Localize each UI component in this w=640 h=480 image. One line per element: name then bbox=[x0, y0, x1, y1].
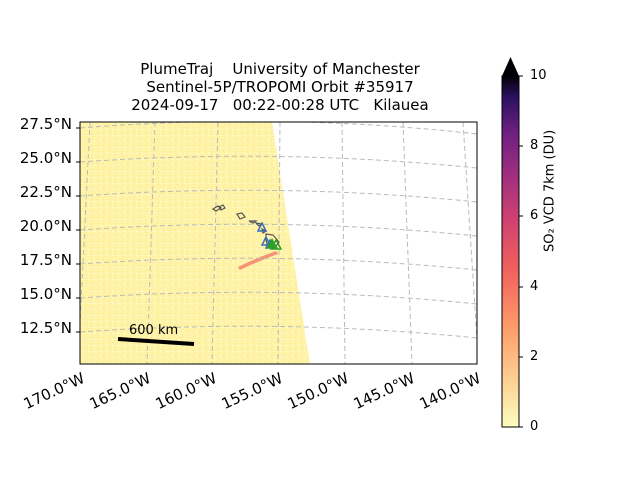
colorbar-label: SO₂ VCD 7km (DU) bbox=[542, 129, 558, 252]
colorbar-tick-label: 6 bbox=[530, 208, 539, 223]
lat-tick-label: 20.0°N bbox=[19, 217, 72, 235]
scale-bar-label: 600 km bbox=[129, 323, 179, 338]
lat-tick-label: 25.0°N bbox=[19, 149, 72, 167]
lat-tick-label: 12.5°N bbox=[19, 319, 72, 337]
colorbar bbox=[501, 75, 520, 428]
map-frame bbox=[79, 121, 478, 365]
colorbar-tick-label: 10 bbox=[530, 68, 547, 83]
vent-markers bbox=[256, 221, 283, 250]
lat-tick-label: 15.0°N bbox=[19, 285, 72, 303]
title-line-1: PlumeTraj University of Manchester bbox=[140, 60, 420, 78]
satellite-swath bbox=[80, 122, 310, 364]
lat-tick-label: 22.5°N bbox=[19, 183, 72, 201]
so2-plume bbox=[238, 251, 278, 270]
colorbar-tick-label: 4 bbox=[530, 279, 539, 294]
colorbar-tick-label: 0 bbox=[530, 419, 539, 434]
colorbar-tick-label: 2 bbox=[530, 349, 539, 364]
title-line-2: Sentinel-5P/TROPOMI Orbit #35917 bbox=[146, 78, 414, 96]
colorbar-tick-label: 8 bbox=[530, 138, 539, 153]
title-line-3: 2024-09-17 00:22-00:28 UTC Kilauea bbox=[131, 96, 429, 114]
lat-tick-label: 17.5°N bbox=[19, 251, 72, 269]
scale-bar bbox=[117, 337, 195, 346]
coastlines bbox=[211, 204, 280, 250]
colorbar-extend-arrow bbox=[502, 57, 519, 76]
lat-tick-label: 27.5°N bbox=[19, 115, 72, 133]
